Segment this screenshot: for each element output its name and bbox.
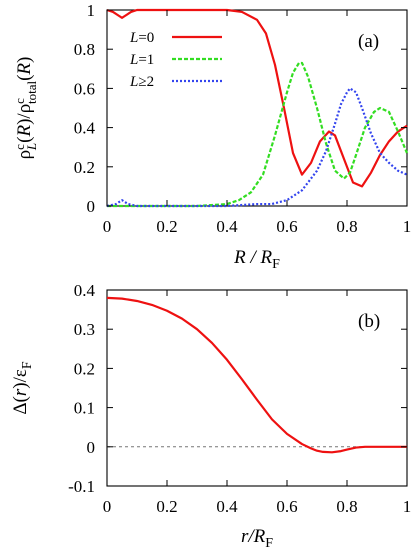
panel-b-xtick-label: 1 — [403, 497, 412, 516]
panel-b-xtick-label: 0 — [103, 497, 112, 516]
panel-a-series-line-2 — [106, 87, 408, 208]
panel-a-ytick-label: 0.4 — [74, 119, 96, 138]
panel-b-xtick-label: 0.6 — [276, 497, 297, 516]
panel-b-frame — [106, 289, 408, 487]
panel-a-ytick-label: 0.6 — [74, 79, 95, 98]
panel-a-xtick-label: 0.8 — [336, 217, 357, 236]
panel-b-ticks: 0 0.2 0.4 0.6 0.8 1 -0.1 0 0.1 0.2 0.3 0.4 — [68, 281, 411, 516]
panel-a-xtick-label: 1 — [403, 217, 412, 236]
panel-b-xlabel: r/RF — [241, 526, 273, 551]
panel-a-ytick-label: 1 — [87, 1, 96, 20]
panel-a-frame — [106, 9, 408, 207]
panel-b-xtick-label: 0.2 — [156, 497, 177, 516]
panel-b-ytick-label: 0.3 — [74, 320, 95, 339]
panel-b-ylabel: Δ(r)/εF — [10, 361, 35, 415]
panel-a-ticks: 0 0.2 0.4 0.6 0.8 1 0 0.2 0.4 0.6 0.8 1 — [74, 1, 412, 236]
panel-b: 0 0.2 0.4 0.6 0.8 1 -0.1 0 0.1 0.2 0.3 0.4 (b) Δ(r)… — [10, 281, 411, 551]
panel-a-ylabel: ρcL(R)/ρctotal(R) — [12, 57, 39, 160]
panel-b-series-line-0 — [106, 296, 407, 454]
panel-b-xtick-label: 0.8 — [336, 497, 357, 516]
panel-b-xtick-label: 0.4 — [216, 497, 238, 516]
legend-label-1: L=1 — [129, 52, 154, 68]
panel-b-ytick-label: 0.2 — [74, 359, 95, 378]
panel-a-xlabel: R / RF — [233, 247, 280, 272]
legend-label-2: L≥2 — [129, 74, 154, 90]
panel-a-ytick-label: 0.8 — [74, 40, 95, 59]
panel-a-legend: L=0 L=1 L≥2 — [129, 30, 222, 90]
panel-a-label: (a) — [358, 31, 379, 52]
panel-b-ytick-label: -0.1 — [68, 477, 95, 496]
panel-a-ytick-label: 0.2 — [74, 158, 95, 177]
panel-b-series — [106, 296, 407, 454]
legend-label-0: L=0 — [129, 30, 154, 46]
panel-a-xtick-label: 0.2 — [156, 217, 177, 236]
panel-a-series-line-1 — [107, 61, 409, 208]
panel-a: 0 0.2 0.4 0.6 0.8 100.20.40.60.81 (a) L=0L=1L… — [12, 1, 411, 272]
panel-a-series-line-0 — [106, 8, 408, 188]
panel-b-ytick-label: 0 — [87, 438, 96, 457]
panel-a-xtick-label: 0.6 — [276, 217, 297, 236]
panel-b-label: (b) — [358, 311, 380, 332]
panel-b-ytick-label: 0.1 — [74, 399, 95, 418]
panel-a-xtick-label: 0 — [103, 217, 112, 236]
panel-a-series — [106, 8, 409, 208]
panel-b-ytick-label: 0.4 — [74, 281, 96, 300]
panel-a-ytick-label: 0 — [87, 197, 96, 216]
panel-a-xtick-label: 0.4 — [216, 217, 238, 236]
